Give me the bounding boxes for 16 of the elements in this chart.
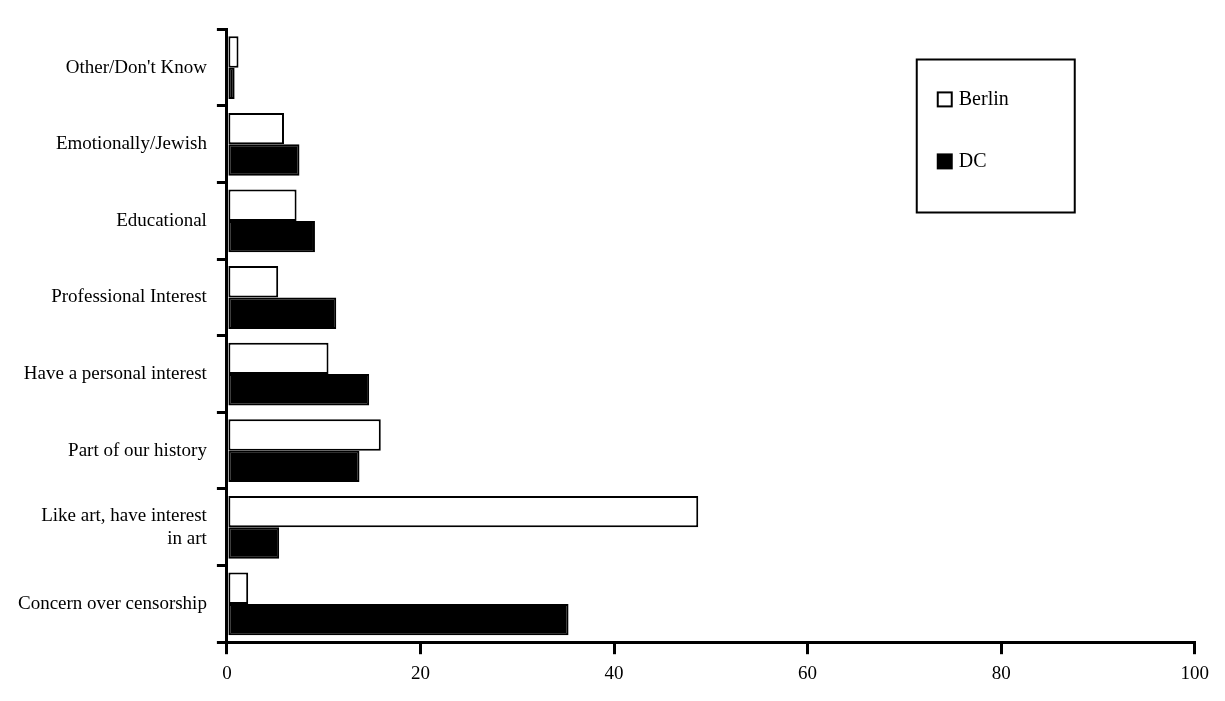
x-tick-label: 0 <box>222 661 232 683</box>
y-tick-label: Professional Interest <box>51 285 208 307</box>
y-tick-label: Emotionally/Jewish <box>55 132 208 154</box>
x-tick-label: 60 <box>798 661 818 683</box>
x-tick-label: 100 <box>1180 661 1209 683</box>
y-tick-label: Have a personal interest <box>23 362 208 384</box>
x-tick-label: 80 <box>991 661 1011 683</box>
x-tick-label: 40 <box>604 661 624 683</box>
y-tick-label: Part of our history <box>68 438 208 460</box>
y-tick-label: Other/Don't Know <box>65 55 208 77</box>
x-tick-label: 20 <box>410 661 430 683</box>
y-tick-label: Concern over censorship <box>18 591 207 613</box>
y-tick-label: Like art, have interest in art <box>41 503 208 548</box>
legend-label: Berlin <box>958 86 1009 109</box>
legend-label: DC <box>958 148 987 171</box>
y-tick-label: Educational <box>116 208 207 230</box>
